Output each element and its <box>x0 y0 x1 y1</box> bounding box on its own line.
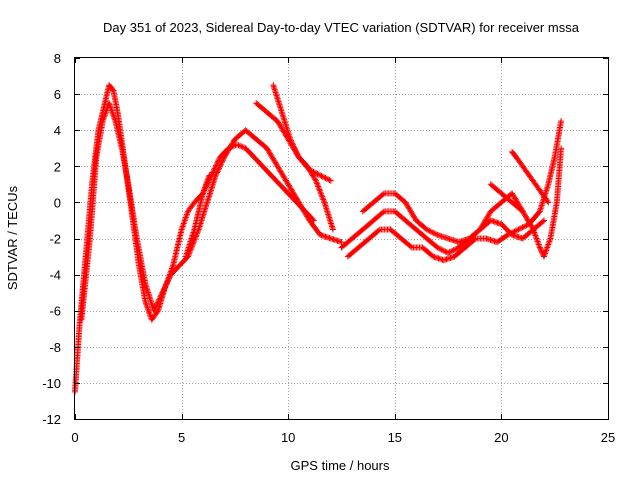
x-tick-label: 10 <box>281 430 295 445</box>
data-points <box>72 82 565 395</box>
y-tick-label: -2 <box>49 232 61 247</box>
series-track-evening-3 <box>359 190 526 246</box>
axis-ticks: 0 5 10 15 20 25 -12 -10 -8 -6 -4 -2 0 2 4 6 8 <box>42 51 615 445</box>
x-tick-label: 0 <box>71 430 78 445</box>
series-track-main-2 <box>78 100 345 323</box>
x-tick-label: 5 <box>178 430 185 445</box>
series-track-late-2 <box>509 148 552 206</box>
series-track-late <box>487 145 565 260</box>
y-tick-label: -12 <box>42 412 61 427</box>
y-tick-label: -8 <box>49 340 61 355</box>
y-tick-label: 4 <box>54 123 61 138</box>
chart-title: Day 351 of 2023, Sidereal Day-to-day VTE… <box>103 20 580 35</box>
series-track-afternoon-2 <box>270 82 336 233</box>
series-track-main-3 <box>182 141 317 260</box>
y-tick-label: 6 <box>54 87 61 102</box>
y-tick-label: -10 <box>42 376 61 391</box>
x-tick-label: 15 <box>388 430 402 445</box>
x-tick-label: 20 <box>494 430 508 445</box>
plot-frame <box>74 57 609 420</box>
y-tick-label: -4 <box>49 268 61 283</box>
y-tick-label: 2 <box>54 159 61 174</box>
x-axis-label: GPS time / hours <box>291 458 390 473</box>
y-tick-label: -6 <box>49 304 61 319</box>
y-tick-label: 8 <box>54 51 61 66</box>
y-axis-label: SDTVAR / TECUs <box>5 185 20 290</box>
grid <box>75 58 608 419</box>
x-tick-label: 25 <box>601 430 615 445</box>
y-tick-label: 0 <box>54 195 61 210</box>
